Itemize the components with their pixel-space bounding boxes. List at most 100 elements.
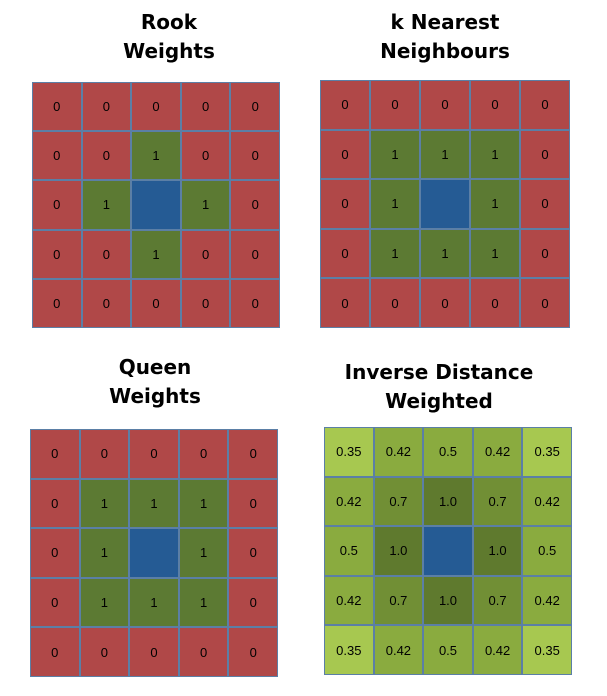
weight-cell: 0 — [420, 278, 470, 328]
weight-cell: 0.35 — [324, 625, 374, 675]
focal-cell — [420, 179, 470, 229]
weight-cell: 0 — [81, 82, 132, 132]
weight-cell: 0 — [81, 278, 132, 328]
rook-weights-title: Rook Weights — [123, 10, 215, 63]
weight-cell: 0 — [470, 278, 520, 328]
weight-cell: 0 — [228, 478, 278, 529]
weight-cell: 0 — [320, 228, 370, 279]
weight-cell: 0 — [228, 577, 278, 628]
weight-cell: 1 — [129, 478, 179, 529]
weight-cell: 0.5 — [324, 526, 374, 576]
weight-cell: 0 — [129, 627, 179, 677]
weight-cell: 0.35 — [324, 427, 374, 477]
idw-title: Inverse Distance Weighted — [344, 360, 534, 413]
weight-cell: 0 — [30, 627, 80, 677]
weight-cell: 0 — [30, 528, 80, 578]
weight-cell: 0.5 — [423, 625, 473, 675]
weight-cell: 0.5 — [423, 427, 473, 477]
weight-cell: 0 — [131, 278, 181, 328]
weight-cell: 0.42 — [373, 427, 424, 477]
weight-cell: 1 — [180, 180, 231, 230]
weight-cell: 0 — [180, 229, 231, 279]
weight-cell: 1 — [470, 129, 520, 180]
weight-cell: 1 — [81, 180, 132, 230]
weight-cell: 0 — [520, 228, 570, 279]
weight-cell: 0 — [370, 80, 420, 130]
weight-cell: 1.0 — [423, 476, 473, 527]
weight-cell: 1.0 — [373, 526, 424, 576]
weight-cell: 1.0 — [423, 575, 473, 626]
weight-cell: 0.7 — [472, 476, 523, 527]
weight-cell: 1 — [131, 131, 181, 181]
weight-cell: 0 — [230, 229, 280, 279]
weight-cell: 0 — [131, 82, 181, 132]
weight-cell: 0 — [79, 429, 130, 479]
weight-cell: 0 — [228, 429, 278, 479]
weight-cell: 0 — [230, 131, 280, 181]
weight-cell: 0 — [320, 129, 370, 180]
weight-cell: 0 — [320, 80, 370, 130]
weight-cell: 0 — [520, 80, 570, 130]
weight-cell: 0 — [320, 278, 370, 328]
weight-cell: 1 — [129, 577, 179, 628]
weight-cell: 0.42 — [324, 575, 374, 626]
weight-cell: 0.35 — [522, 427, 572, 477]
knn-title: k Nearest Neighbours — [380, 10, 510, 63]
weight-cell: 0 — [32, 180, 82, 230]
weight-cell: 1 — [79, 528, 130, 578]
weight-cell: 0 — [32, 278, 82, 328]
weight-cell: 0 — [79, 627, 130, 677]
weight-cell: 0 — [81, 131, 132, 181]
weight-cell: 0.42 — [373, 625, 424, 675]
weight-cell: 0 — [230, 278, 280, 328]
weight-cell: 1 — [420, 228, 470, 279]
weight-cell: 0 — [178, 627, 229, 677]
weight-cell: 0.42 — [472, 427, 523, 477]
weight-cell: 1 — [470, 228, 520, 279]
weight-cell: 0 — [230, 180, 280, 230]
weight-cell: 0 — [520, 179, 570, 229]
weight-cell: 0 — [32, 131, 82, 181]
weight-cell: 1 — [470, 179, 520, 229]
focal-cell — [131, 180, 181, 230]
weight-cell: 1 — [131, 229, 181, 279]
weight-cell: 0 — [228, 528, 278, 578]
weight-cell: 1 — [178, 528, 229, 578]
weight-cell: 1.0 — [472, 526, 523, 576]
weight-cell: 0 — [32, 82, 82, 132]
weight-cell: 1 — [178, 577, 229, 628]
weight-cell: 0 — [180, 131, 231, 181]
weight-cell: 1 — [370, 129, 420, 180]
weight-cell: 0 — [81, 229, 132, 279]
weight-cell: 0 — [129, 429, 179, 479]
weight-cell: 0.7 — [373, 476, 424, 527]
weight-cell: 0.5 — [522, 526, 572, 576]
weight-cell: 0.42 — [522, 575, 572, 626]
weight-cell: 0 — [370, 278, 420, 328]
weight-cell: 0 — [520, 278, 570, 328]
weight-cell: 0.42 — [472, 625, 523, 675]
weight-cell: 1 — [370, 179, 420, 229]
weight-cell: 1 — [79, 577, 130, 628]
weight-cell: 0 — [30, 478, 80, 529]
weight-cell: 0.42 — [522, 476, 572, 527]
weight-cell: 0 — [180, 278, 231, 328]
weight-cell: 0 — [470, 80, 520, 130]
weight-cell: 0 — [228, 627, 278, 677]
focal-cell — [129, 528, 179, 578]
weight-cell: 0.7 — [373, 575, 424, 626]
weight-cell: 1 — [420, 129, 470, 180]
weight-cell: 1 — [370, 228, 420, 279]
weight-cell: 0.7 — [472, 575, 523, 626]
weight-cell: 0 — [178, 429, 229, 479]
queen-weights-title: Queen Weights — [109, 355, 201, 408]
weight-cell: 0.35 — [522, 625, 572, 675]
weight-cell: 0 — [420, 80, 470, 130]
weight-cell: 1 — [79, 478, 130, 529]
focal-cell — [423, 526, 473, 576]
weight-cell: 0 — [30, 577, 80, 628]
weight-cell: 0 — [32, 229, 82, 279]
weight-cell: 0 — [320, 179, 370, 229]
